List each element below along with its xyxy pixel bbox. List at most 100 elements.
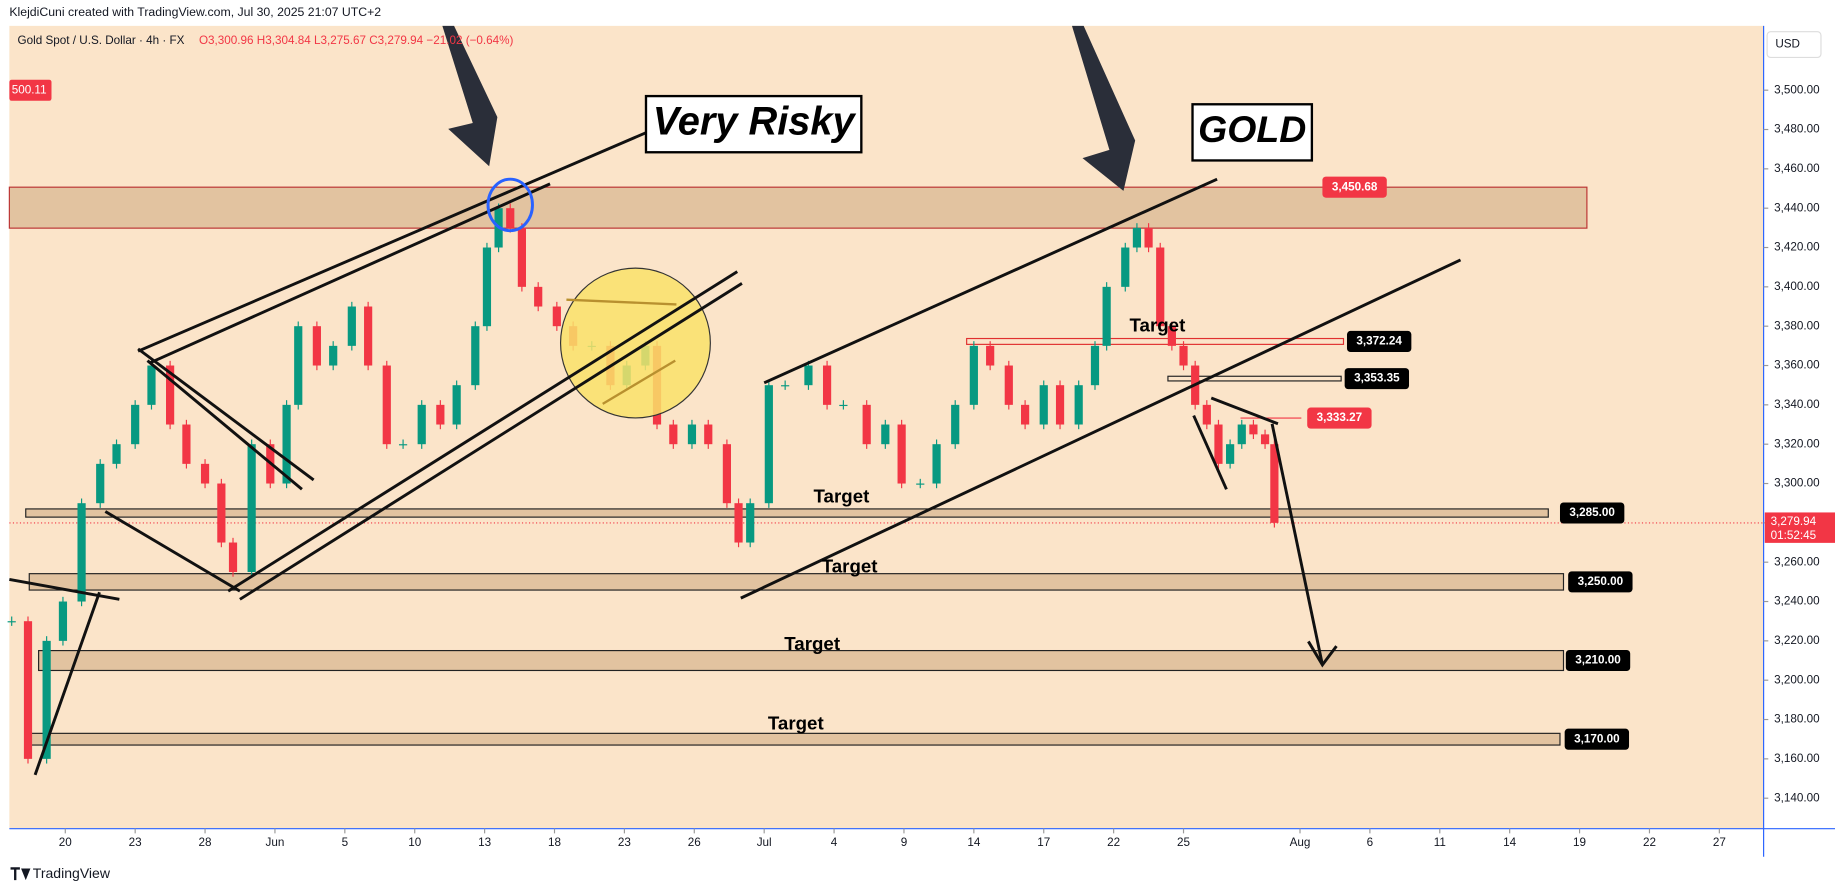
trend-line — [1192, 414, 1228, 490]
level-label: 3,353.35 — [1354, 372, 1400, 385]
level-zone — [966, 337, 1345, 345]
x-tick-label: 4 — [831, 836, 838, 849]
candle — [781, 385, 790, 387]
y-tick-label: 3,240.00 — [1774, 595, 1820, 608]
x-tick-label: Jun — [266, 836, 285, 849]
last-price-box — [1764, 512, 1835, 543]
level-label-box — [1344, 368, 1410, 390]
candle — [1121, 247, 1130, 287]
highlight-circle — [559, 267, 711, 419]
annotation: Target — [822, 556, 878, 577]
y-tick-label: 3,220.00 — [1774, 634, 1820, 647]
level-label-box — [1565, 649, 1631, 672]
candle — [1249, 424, 1258, 435]
candle — [534, 286, 543, 307]
x-tick-label: 23 — [129, 836, 142, 849]
x-tick-label: 25 — [1177, 836, 1191, 849]
candle — [436, 404, 445, 425]
candle — [247, 444, 256, 573]
level-zone — [25, 508, 1549, 518]
trend-line — [602, 359, 676, 405]
candle — [112, 444, 121, 464]
candle — [986, 345, 995, 366]
y-tick-label: 3,200.00 — [1774, 673, 1820, 686]
x-tick-label: 14 — [1503, 836, 1517, 849]
drawings — [9, 25, 1462, 776]
candle — [312, 326, 321, 366]
x-tick-label: 14 — [967, 836, 981, 849]
trend-line — [1210, 396, 1279, 426]
candle — [687, 424, 697, 445]
x-tick-label: 5 — [342, 836, 349, 849]
y-tick-label: 3,380.00 — [1774, 319, 1820, 332]
candle — [506, 208, 515, 228]
candle — [228, 542, 238, 573]
candle — [200, 463, 210, 484]
candle — [932, 444, 941, 484]
candle — [517, 227, 526, 287]
zones: 3,450.68 3,372.24 3,353.35 3,333.27 3,285.00… — [8, 176, 1633, 750]
symbol: Gold Spot / U.S. Dollar · 4h · FX — [18, 34, 185, 47]
candle — [382, 365, 391, 445]
y-tick-label: 3,460.00 — [1774, 162, 1820, 175]
level-label: 3,170.00 — [1574, 732, 1620, 745]
y-tick-label: 3,360.00 — [1774, 359, 1820, 372]
level-label: 3,372.24 — [1356, 335, 1402, 348]
x-tick-label: 22 — [1643, 836, 1656, 849]
candle — [804, 365, 813, 386]
candle — [1074, 385, 1083, 425]
annotation: Target — [768, 712, 824, 733]
level-label-box — [1568, 571, 1633, 593]
y-tick-label: 3,480.00 — [1774, 123, 1820, 136]
candle — [704, 424, 713, 445]
candle — [294, 326, 303, 405]
candle — [471, 326, 480, 386]
x-tick-label: 17 — [1037, 836, 1050, 849]
y-tick-label: 3,340.00 — [1774, 398, 1820, 411]
x-tick-label: Jul — [757, 836, 772, 849]
x-tick-label: 9 — [901, 836, 908, 849]
level-label: 3,285.00 — [1569, 506, 1615, 519]
candle — [1055, 385, 1065, 425]
candle — [398, 444, 408, 446]
candle — [7, 621, 16, 623]
candle — [1144, 227, 1153, 248]
candle — [329, 345, 338, 366]
brand: TradingView — [33, 865, 111, 881]
trend-line — [146, 359, 303, 491]
candle — [1090, 345, 1100, 386]
y-tick-label: 3,400.00 — [1774, 280, 1820, 293]
y-tick-label: 3,420.00 — [1774, 241, 1820, 254]
arrow-pointer — [1071, 25, 1136, 191]
candle — [916, 483, 925, 485]
x-tick-label: 22 — [1107, 836, 1120, 849]
candle — [746, 503, 755, 543]
candle — [364, 306, 373, 366]
trend-line — [104, 510, 241, 593]
level-zone — [28, 732, 1561, 746]
candle — [42, 640, 51, 759]
axes: 3,140.00 3,160.00 3,180.00 3,200.00 3,220.00… — [59, 83, 1835, 849]
x-tick-label: 19 — [1573, 836, 1586, 849]
currency-button[interactable] — [1766, 31, 1822, 59]
top-label-box — [9, 79, 52, 101]
x-tick-label: 11 — [1434, 836, 1446, 849]
candle — [1179, 345, 1188, 366]
x-tick-label: 27 — [1713, 836, 1726, 849]
annotation: GOLD — [1198, 108, 1306, 150]
ohlc: O3,300.96 H3,304.84 L3,275.67 C3,279.94 … — [199, 34, 514, 47]
candle — [1237, 424, 1246, 445]
trend-line — [137, 347, 315, 482]
y-tick-label: 3,160.00 — [1774, 752, 1820, 765]
y-tick-label: 3,140.00 — [1774, 791, 1820, 804]
annotation: Target — [814, 485, 870, 506]
candle — [1021, 404, 1030, 425]
level-zone — [38, 649, 1565, 672]
level-label: 3,250.00 — [1578, 575, 1624, 588]
candle — [839, 404, 848, 407]
candle — [822, 365, 832, 405]
candle — [166, 365, 175, 425]
candle — [552, 306, 561, 327]
trend-line — [9, 577, 120, 601]
currency[interactable]: USD — [1775, 38, 1800, 51]
